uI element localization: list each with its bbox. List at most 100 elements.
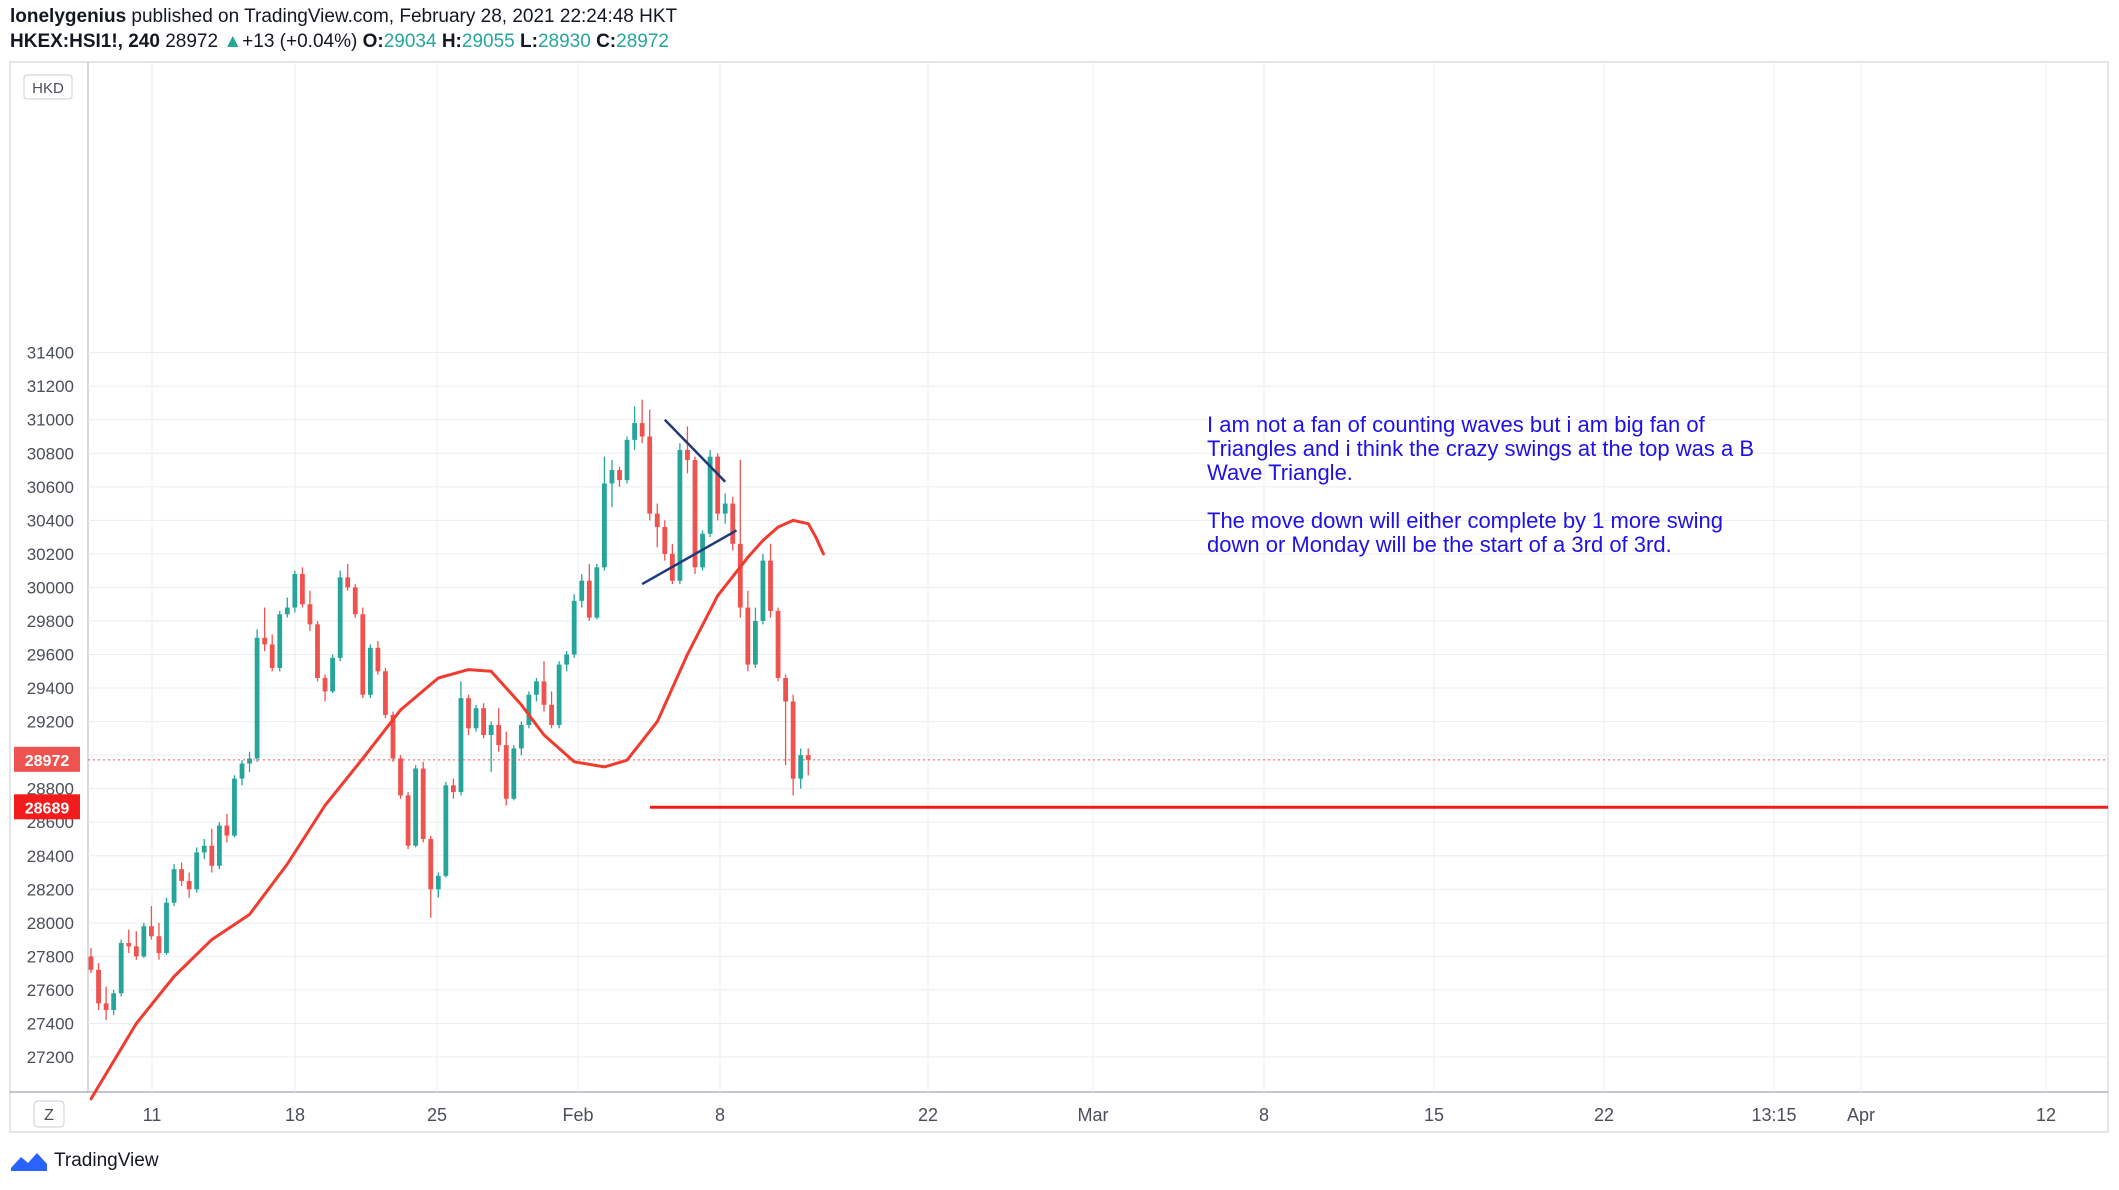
moving-average-line bbox=[89, 518, 825, 1101]
candle-body bbox=[473, 708, 479, 729]
candle-body bbox=[617, 470, 622, 481]
close-label: C: bbox=[596, 31, 617, 52]
y-tick-label: 29600 bbox=[27, 646, 74, 665]
candle-body bbox=[88, 956, 94, 970]
candle-body bbox=[277, 614, 283, 668]
candle-body bbox=[269, 644, 275, 668]
candle-body bbox=[360, 614, 366, 695]
tradingview-logo-icon bbox=[11, 1153, 47, 1171]
support-price-tag bbox=[14, 794, 80, 820]
y-tick-label: 29400 bbox=[27, 679, 74, 698]
y-tick-label: 29800 bbox=[27, 612, 74, 631]
candle-body bbox=[730, 503, 736, 544]
y-tick-label: 30600 bbox=[27, 478, 74, 497]
candle-body bbox=[518, 724, 524, 749]
y-tick-label: 27800 bbox=[27, 947, 74, 966]
candle-body bbox=[632, 423, 637, 440]
y-tick-label: 28200 bbox=[27, 880, 74, 899]
candle-body bbox=[753, 620, 758, 665]
candle-body bbox=[602, 483, 607, 568]
candle-body bbox=[428, 838, 434, 890]
x-tick-label: Apr bbox=[1847, 1105, 1875, 1125]
ohlc-line: HKEX:HSI1!, 240 28972 ▲+13 (+0.04%) O:29… bbox=[10, 31, 669, 53]
candle-body bbox=[488, 724, 494, 736]
brand-name[interactable]: TradingView bbox=[54, 1150, 159, 1171]
candle-body bbox=[247, 758, 252, 764]
candle-body bbox=[466, 698, 471, 729]
candle-body bbox=[685, 449, 690, 460]
candle-body bbox=[526, 694, 532, 725]
candle-body bbox=[571, 600, 577, 655]
x-tick-label: 12 bbox=[2036, 1105, 2056, 1125]
candle-body bbox=[209, 845, 215, 866]
candle-body bbox=[647, 436, 653, 514]
candle-body bbox=[164, 902, 169, 954]
candle-body bbox=[798, 755, 804, 779]
timeframe-button bbox=[33, 1100, 65, 1128]
y-tick-label: 31200 bbox=[27, 377, 74, 396]
footer: TradingView bbox=[10, 1150, 159, 1172]
candle-body bbox=[345, 577, 351, 588]
candle-body bbox=[677, 449, 683, 581]
candle-body bbox=[420, 768, 426, 839]
last-price-tag bbox=[14, 746, 80, 772]
candle-body bbox=[149, 926, 154, 937]
y-tick-label: 30000 bbox=[27, 578, 74, 597]
x-tick-label: 11 bbox=[143, 1105, 162, 1125]
candle-body bbox=[609, 470, 615, 484]
candle-body bbox=[413, 768, 419, 846]
y-tick-label: 27600 bbox=[27, 981, 74, 1000]
candle-body bbox=[367, 647, 373, 695]
candle-body bbox=[707, 456, 713, 534]
candle-body bbox=[307, 604, 313, 625]
candle-body bbox=[141, 926, 147, 957]
candle-body bbox=[715, 456, 721, 514]
candle-body bbox=[179, 869, 184, 881]
candle-body bbox=[534, 681, 539, 695]
candle-body bbox=[383, 671, 388, 715]
author-name[interactable]: lonelygenius bbox=[10, 6, 127, 27]
x-tick-label: 13:15 bbox=[1751, 1105, 1796, 1125]
change-text: +13 (+0.04%) bbox=[242, 31, 358, 52]
annotation-line: I am not a fan of counting waves but i a… bbox=[1207, 412, 1706, 437]
candle-body bbox=[300, 574, 305, 605]
candle-body bbox=[216, 825, 222, 866]
high-label: H: bbox=[441, 31, 462, 52]
candle-body bbox=[639, 423, 645, 437]
candle-body bbox=[337, 577, 343, 658]
candle-body bbox=[768, 560, 773, 611]
candle-body bbox=[224, 825, 230, 836]
triangle-trendline bbox=[663, 418, 727, 483]
candle-body bbox=[435, 875, 441, 890]
candle-body bbox=[662, 527, 668, 554]
y-tick-label: 28800 bbox=[27, 780, 74, 799]
x-tick-label: 22 bbox=[918, 1105, 938, 1125]
candle-body bbox=[692, 459, 698, 568]
candle-body bbox=[745, 607, 751, 665]
candle-body bbox=[496, 724, 502, 746]
candle-body bbox=[375, 647, 381, 672]
x-tick-label: 25 bbox=[427, 1105, 447, 1125]
candle-body bbox=[579, 580, 585, 601]
annotation-line: Triangles and i think the crazy swings a… bbox=[1207, 436, 1754, 461]
candle-body bbox=[737, 543, 743, 608]
candle-body bbox=[783, 677, 788, 702]
candle-body bbox=[586, 580, 592, 618]
x-tick-label: 8 bbox=[715, 1105, 725, 1125]
chart-frame bbox=[9, 61, 2109, 1133]
candle-body bbox=[405, 795, 411, 846]
candle-body bbox=[201, 845, 207, 853]
candle-body bbox=[790, 701, 796, 779]
candle-body bbox=[503, 745, 509, 799]
candle-body bbox=[390, 714, 396, 759]
publisher-line: lonelygenius published on TradingView.co… bbox=[10, 6, 677, 28]
timeframe-button-label: Z bbox=[44, 1107, 54, 1124]
candle-body bbox=[315, 624, 320, 678]
candle-body bbox=[594, 567, 600, 618]
y-tick-label: 27200 bbox=[27, 1048, 74, 1067]
candle-body bbox=[284, 607, 290, 615]
x-tick-label: 15 bbox=[1424, 1105, 1444, 1125]
candle-body bbox=[118, 942, 124, 994]
candle-body bbox=[760, 560, 766, 621]
